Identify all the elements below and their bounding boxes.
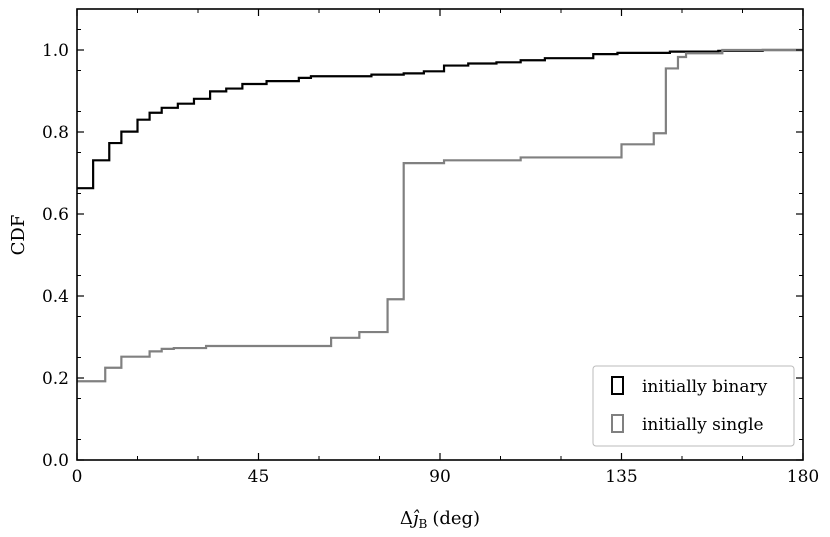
y-tick-label: 0.2: [42, 369, 69, 389]
legend-swatch-single: [611, 414, 624, 433]
series-layer: [77, 48, 803, 383]
legend: initially binary initially single: [592, 365, 795, 447]
y-axis-label: CDF: [8, 215, 29, 256]
x-tick-label: 135: [605, 467, 637, 487]
x-tick-label: 0: [72, 467, 83, 487]
series-line-single: [77, 48, 803, 383]
x-tick-label: 90: [429, 467, 451, 487]
y-tick-label: 0.8: [42, 123, 69, 143]
legend-label-binary: initially binary: [642, 377, 768, 397]
x-axis-label: ΔĵB (deg): [400, 508, 480, 531]
x-tick-label: 180: [787, 467, 819, 487]
ticks-layer: 0 45 90 135 180 0.0 0.2 0.4 0.6 0.8 1.0: [42, 9, 819, 487]
legend-swatch-binary: [611, 376, 624, 395]
legend-label-single: initially single: [642, 415, 764, 435]
x-tick-label: 45: [248, 467, 270, 487]
y-tick-label: 0.0: [42, 451, 69, 471]
y-tick-label: 1.0: [42, 41, 69, 61]
legend-frame: [592, 365, 795, 447]
y-tick-label: 0.4: [42, 287, 69, 307]
y-tick-label: 0.6: [42, 205, 69, 225]
series-line-binary: [77, 48, 803, 190]
